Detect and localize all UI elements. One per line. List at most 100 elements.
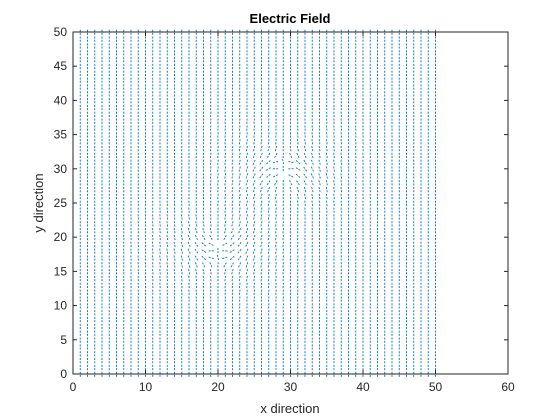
field-vector <box>245 268 249 275</box>
field-vector <box>181 282 183 289</box>
field-vector <box>302 172 308 179</box>
field-vector <box>231 206 234 213</box>
field-vector <box>238 206 241 213</box>
field-vector <box>325 172 328 179</box>
field-vector <box>266 173 272 178</box>
field-vector <box>267 206 270 213</box>
field-vector <box>274 152 278 158</box>
field-vector <box>217 186 219 193</box>
field-vector <box>275 138 277 145</box>
field-vector <box>253 206 256 213</box>
field-vector <box>260 241 263 247</box>
field-vector <box>194 254 199 261</box>
field-vector <box>188 220 190 227</box>
field-vector <box>275 241 277 247</box>
field-vector <box>252 179 256 186</box>
field-vector <box>180 241 184 247</box>
field-vector <box>252 234 256 241</box>
field-vector <box>217 165 219 172</box>
field-vector <box>260 234 263 241</box>
field-vector <box>202 213 205 220</box>
field-vector <box>187 261 191 268</box>
field-vector <box>246 138 248 145</box>
field-vector <box>325 186 328 193</box>
field-vector <box>245 227 249 234</box>
field-vector <box>340 172 343 179</box>
field-vector <box>325 159 328 165</box>
field-vector <box>238 159 241 165</box>
field-vector <box>288 179 293 186</box>
field-vector <box>303 152 307 159</box>
field-vector <box>194 234 198 241</box>
field-vector <box>201 261 206 268</box>
field-vector <box>231 268 234 275</box>
field-vector <box>273 173 279 178</box>
field-vector <box>318 165 321 172</box>
field-vector <box>318 145 321 152</box>
field-vector <box>252 254 256 261</box>
field-vector <box>201 234 206 240</box>
field-vector <box>245 179 249 186</box>
field-vector <box>245 261 249 268</box>
field-vector <box>224 138 226 145</box>
field-vector <box>311 193 314 200</box>
field-vector <box>187 227 191 234</box>
field-vector <box>260 282 263 289</box>
field-vector <box>259 172 264 179</box>
field-vector <box>311 145 314 152</box>
field-vector <box>231 275 234 282</box>
field-vector <box>245 172 249 179</box>
field-vector <box>266 152 271 158</box>
field-vector <box>224 227 227 234</box>
field-vector <box>159 220 161 227</box>
field-vector <box>275 247 277 254</box>
field-vector <box>303 179 307 186</box>
field-vector <box>294 166 301 171</box>
x-tick-label: 30 <box>284 380 298 394</box>
field-vector <box>194 241 199 247</box>
field-vector <box>231 145 234 152</box>
field-vector <box>166 254 169 261</box>
field-vector <box>274 179 278 186</box>
field-vector <box>187 241 191 247</box>
field-vector <box>325 165 328 172</box>
field-vector <box>180 261 183 268</box>
field-vector <box>253 200 256 206</box>
field-vector <box>245 241 249 247</box>
field-vector <box>238 227 242 234</box>
field-vector <box>231 159 234 165</box>
field-vector <box>231 138 234 145</box>
field-vector <box>188 275 190 282</box>
field-vector <box>187 234 191 241</box>
field-vector <box>237 241 242 247</box>
field-vector <box>245 186 249 193</box>
field-vector <box>252 186 256 193</box>
field-vector <box>238 275 241 282</box>
field-vector <box>260 200 263 206</box>
field-vector <box>195 268 198 275</box>
x-tick-label: 20 <box>211 380 225 394</box>
field-vector <box>310 179 314 186</box>
y-tick-label: 15 <box>54 264 68 278</box>
field-vector <box>289 186 292 193</box>
field-vector <box>333 186 335 193</box>
field-vector <box>267 193 270 200</box>
field-vector <box>282 268 284 275</box>
field-vector <box>229 248 236 253</box>
field-vector <box>252 165 256 172</box>
field-vector <box>311 186 314 193</box>
field-vector <box>340 186 342 193</box>
field-vector <box>238 186 241 193</box>
field-vector <box>159 227 161 234</box>
field-vector <box>207 256 214 260</box>
field-vector <box>311 200 314 206</box>
field-vector <box>217 152 219 159</box>
field-vector <box>152 247 154 254</box>
field-vector <box>231 172 234 179</box>
field-vector <box>224 172 227 179</box>
field-vector <box>173 220 176 227</box>
field-vector <box>267 145 270 152</box>
field-vector <box>267 234 270 241</box>
x-axis-label: x direction <box>260 401 319 416</box>
field-vector <box>267 200 270 206</box>
